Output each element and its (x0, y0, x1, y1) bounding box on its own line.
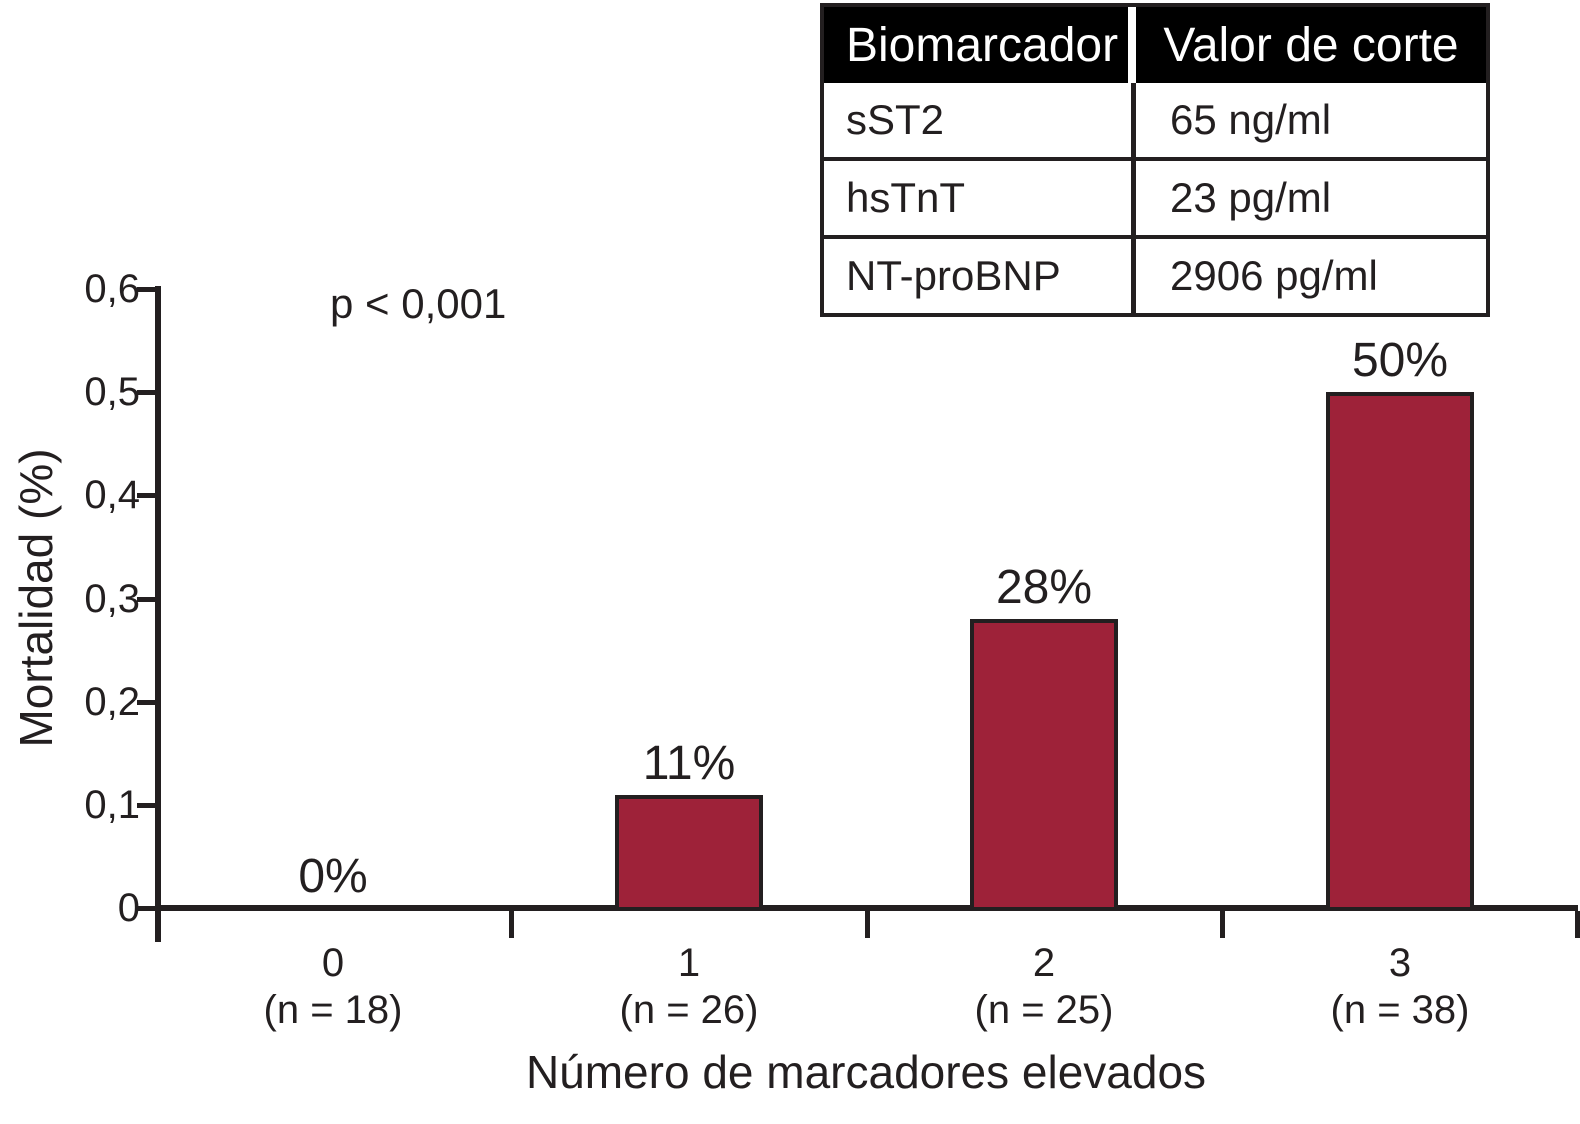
y-tick-mark (137, 803, 157, 808)
x-axis-title: Número de marcadores elevados (525, 1046, 1207, 1098)
table-cell-biomarker: sST2 (824, 83, 1136, 157)
y-axis-line (155, 286, 161, 942)
y-tick-label: 0,6 (84, 267, 140, 311)
y-tick-label: 0,3 (84, 577, 140, 621)
p-value-annotation: p < 0,001 (330, 280, 507, 327)
bar-value-label: 50% (1351, 334, 1449, 387)
bar-value-label: 11% (642, 737, 736, 790)
table-cell-cutoff: 23 pg/ml (1170, 174, 1332, 221)
y-tick-label: 0,5 (84, 370, 140, 414)
x-category-sublabel: (n = 38) (1330, 988, 1470, 1032)
x-category-label: 3 (1388, 941, 1412, 985)
x-category-sublabel: (n = 18) (263, 988, 403, 1032)
table-cell-biomarker: hsTnT (824, 161, 1136, 235)
x-category-sublabel: (n = 26) (619, 988, 759, 1032)
y-tick-label: 0,1 (84, 783, 140, 827)
table-row: hsTnT 23 pg/ml (824, 157, 1486, 235)
table-cell-cutoff: 2906 pg/ml (1170, 252, 1378, 299)
table-header-cutoff: Valor de corte (1163, 18, 1459, 72)
x-tick-mark (1575, 911, 1580, 938)
y-tick-mark (137, 700, 157, 705)
y-tick-mark (137, 493, 157, 498)
x-category-label: 0 (321, 941, 345, 985)
table-cell-biomarker: NT-proBNP (824, 239, 1136, 313)
y-tick-label: 0 (117, 886, 140, 930)
y-tick-mark (137, 287, 157, 292)
y-tick-mark (137, 390, 157, 395)
x-category-label: 1 (677, 941, 701, 985)
x-category-label: 2 (1032, 941, 1056, 985)
table-row: sST2 65 ng/ml (824, 83, 1486, 157)
bar-2 (970, 619, 1118, 911)
table-header-row: Biomarcador Valor de corte (824, 7, 1486, 83)
x-tick-mark (1220, 911, 1225, 938)
table-header-biomarker: Biomarcador (824, 7, 1136, 83)
bar-3 (1326, 392, 1474, 911)
x-category-sublabel: (n = 25) (974, 988, 1114, 1032)
x-tick-mark (865, 911, 870, 938)
y-tick-label: 0,4 (84, 473, 140, 517)
y-tick-label: 0,2 (84, 680, 140, 724)
bar-value-label: 0% (298, 850, 368, 903)
y-tick-mark (137, 597, 157, 602)
y-tick-mark (137, 906, 157, 911)
bar-value-label: 28% (995, 561, 1093, 614)
x-tick-mark (509, 911, 514, 938)
biomarker-cutoff-table: Biomarcador Valor de corte sST2 65 ng/ml hsT… (820, 3, 1490, 317)
table-row: NT-proBNP 2906 pg/ml (824, 235, 1486, 313)
bar-1 (615, 795, 763, 911)
x-axis-line (155, 905, 1578, 911)
table-cell-cutoff: 65 ng/ml (1170, 96, 1332, 143)
